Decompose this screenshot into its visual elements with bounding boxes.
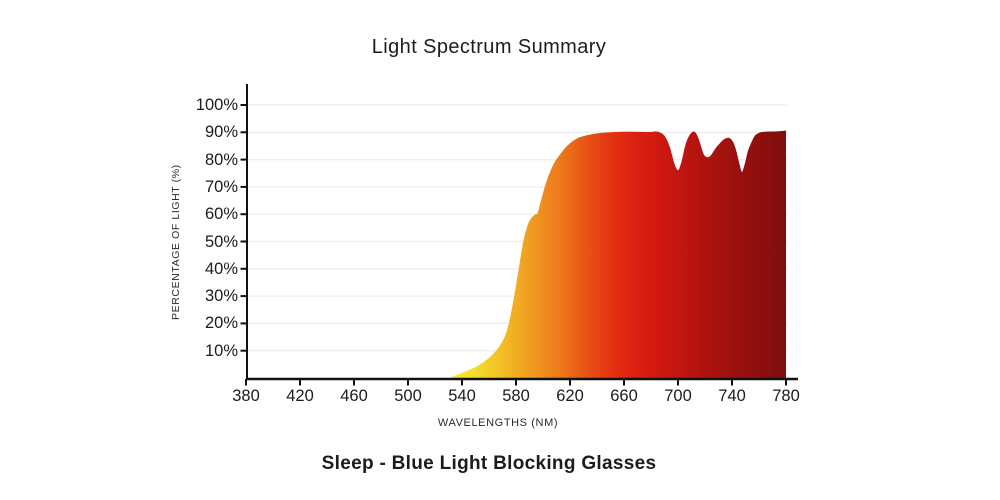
y-tick-label: 100% bbox=[195, 96, 238, 114]
y-tick-label: 50% bbox=[204, 232, 238, 251]
y-tick-label: 20% bbox=[204, 314, 238, 333]
y-tick-label: 90% bbox=[204, 123, 238, 142]
x-axis-title: WAVELENGTHS (NM) bbox=[437, 417, 559, 429]
x-tick-label: 500 bbox=[394, 387, 422, 405]
x-tick-label: 660 bbox=[610, 387, 638, 405]
spectrum-area-plot bbox=[240, 84, 798, 386]
y-tick-label: 60% bbox=[204, 205, 238, 224]
x-tick-label: 580 bbox=[502, 387, 530, 405]
y-axis-title: PERCENTAGE OF LIGHT (%) bbox=[170, 164, 182, 320]
x-tick-label: 460 bbox=[340, 387, 368, 405]
spectrum-area bbox=[448, 130, 786, 378]
y-tick-label: 10% bbox=[204, 341, 238, 360]
chart-caption: Sleep - Blue Light Blocking Glasses bbox=[321, 453, 657, 474]
x-tick-label: 780 bbox=[772, 387, 800, 405]
y-tick-label: 40% bbox=[204, 259, 238, 278]
x-tick-label: 380 bbox=[232, 387, 260, 405]
y-tick-label: 30% bbox=[204, 287, 238, 306]
x-tick-label: 420 bbox=[286, 387, 314, 405]
x-tick-label: 740 bbox=[718, 387, 746, 405]
chart-title: Light Spectrum Summary bbox=[371, 36, 607, 58]
x-tick-label: 540 bbox=[448, 387, 476, 405]
x-tick-label: 700 bbox=[664, 387, 692, 405]
y-tick-label: 70% bbox=[204, 177, 238, 196]
y-tick-label: 80% bbox=[204, 150, 238, 169]
x-tick-label: 620 bbox=[556, 387, 584, 405]
